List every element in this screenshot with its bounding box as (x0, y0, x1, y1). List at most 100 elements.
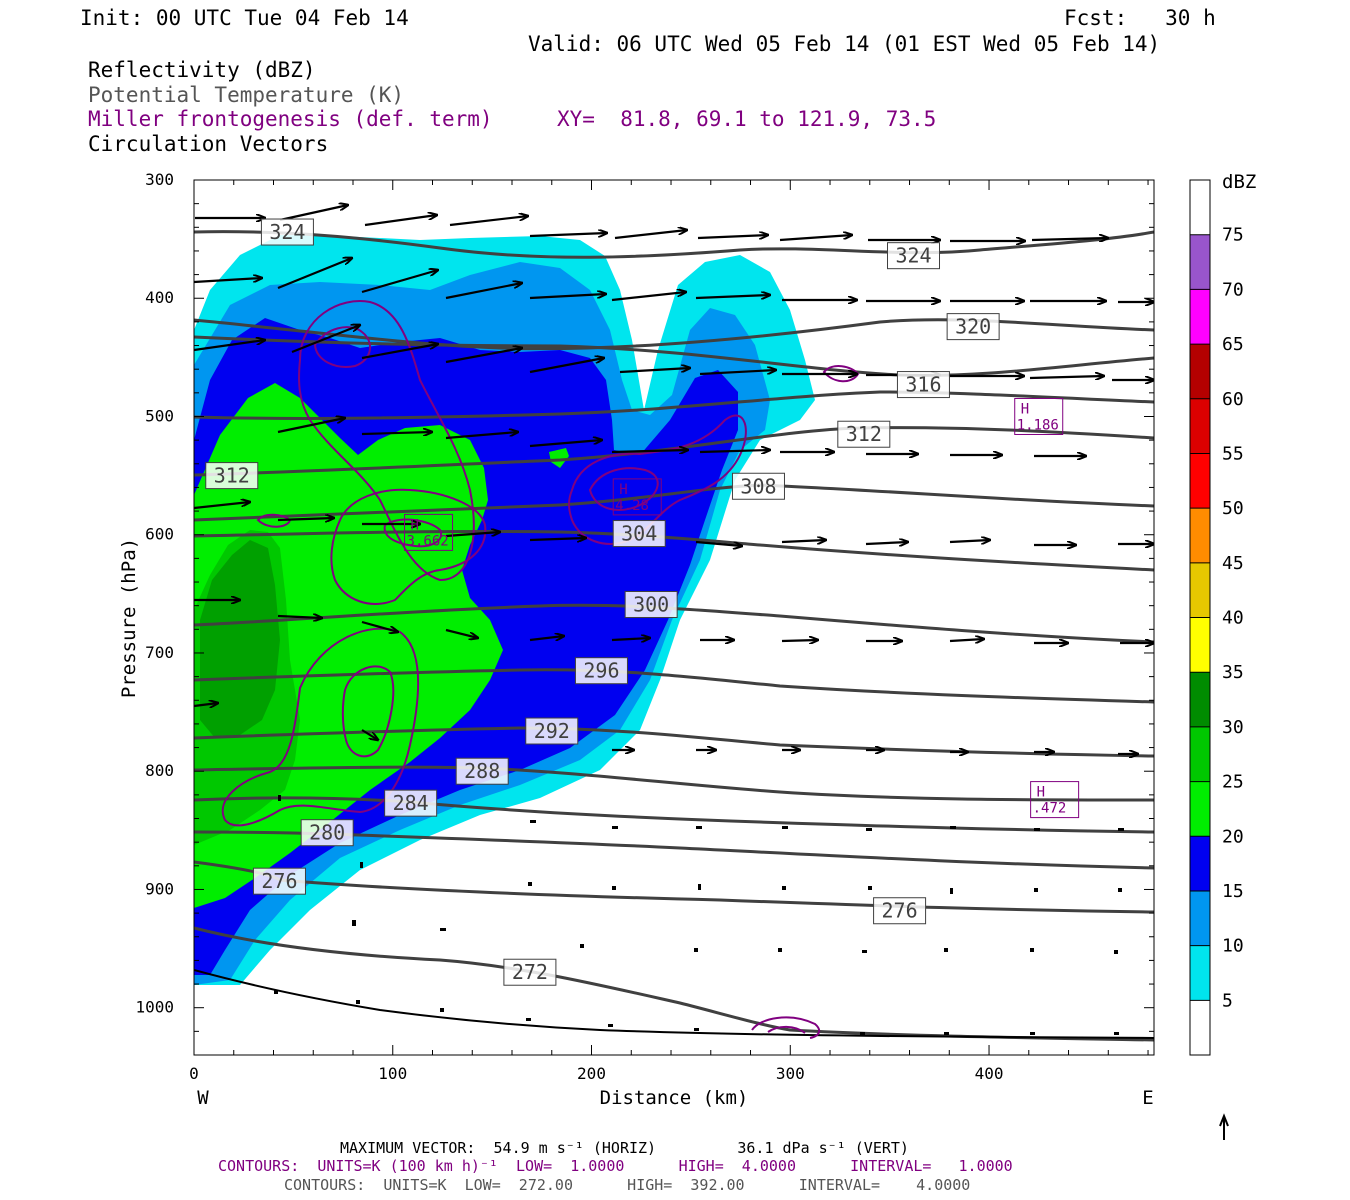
theta-label-box (837, 420, 891, 448)
vector (291, 325, 360, 354)
colorbar-level-label: 35 (1222, 662, 1244, 683)
theta-label: 276 (882, 899, 918, 923)
vector (865, 542, 908, 544)
x-tick-label: 100 (378, 1064, 407, 1083)
colorbar-level-label: 60 (1222, 389, 1244, 410)
field-reflectivity: Reflectivity (dBZ) (88, 58, 316, 82)
vector (611, 292, 686, 302)
vector (1031, 238, 1108, 240)
vector-stub (860, 1032, 865, 1035)
theta-label-box (624, 590, 678, 618)
x-axis-east-label: E (1142, 1087, 1153, 1109)
vector (611, 450, 688, 452)
vector-stub (528, 882, 532, 886)
vector (445, 532, 500, 538)
x-axis-title: Distance (km) (600, 1087, 749, 1109)
plot-frame (193, 179, 1155, 1056)
y-tick-label: 300 (145, 170, 174, 189)
vector (529, 538, 586, 540)
y-tick-label: 400 (145, 288, 174, 307)
vector-stub (696, 826, 702, 829)
colorbar-level-label: 50 (1222, 498, 1244, 519)
vector (279, 205, 348, 222)
x-axis-west-label: W (197, 1087, 209, 1109)
theta-label-box (946, 313, 1000, 341)
colorbar-title: dBZ (1222, 171, 1256, 193)
vector (194, 340, 265, 352)
field-frontogenesis: Miller frontogenesis (def. term) (88, 107, 493, 131)
fronto-contour-low-left-inner (341, 665, 395, 758)
theta-label: 324 (895, 244, 931, 268)
theta-288-contour (194, 765, 1154, 802)
theta-label-box (384, 789, 438, 817)
colorbar-segment (1190, 890, 1210, 946)
theta-label: 324 (269, 220, 305, 244)
theta-label: 308 (740, 474, 776, 498)
theta-label-box (300, 819, 354, 847)
fronto-max-box (1030, 781, 1080, 819)
vector (695, 540, 742, 546)
vector-stub (1030, 1032, 1035, 1035)
fronto-max-box (404, 513, 454, 551)
cross-section-xy: XY= 81.8, 69.1 to 121.9, 73.5 (557, 107, 937, 131)
fronto-contour-low-left (221, 627, 420, 827)
field-theta: Potential Temperature (K) (88, 83, 405, 107)
colorbar-segment (1190, 234, 1210, 290)
y-axis-title: Pressure (hPa) (118, 538, 140, 698)
vector-stub (360, 862, 363, 868)
theta-contour-info: CONTOURS: UNITS=K LOW= 272.00 HIGH= 392.… (284, 1176, 971, 1194)
vector (529, 636, 564, 642)
x-tick-label: 0 (189, 1064, 199, 1083)
frontogenesis-contours (221, 300, 860, 1039)
colorbar-segment (1190, 344, 1210, 399)
colorbar-segment (1190, 508, 1210, 563)
colorbar-level-label: 45 (1222, 553, 1244, 574)
x-tick-label: 400 (975, 1064, 1004, 1083)
fronto-max-value: 3.662 (407, 533, 449, 549)
x-axis: 0 100 200 300 400 (189, 180, 1149, 1083)
colorbar-level-label: 20 (1222, 826, 1244, 847)
theta-label: 280 (309, 821, 345, 845)
vector (194, 278, 262, 284)
vector (449, 216, 528, 227)
vector-stub (1118, 828, 1124, 831)
vector (949, 639, 984, 641)
vector-scale-legend (1219, 1113, 1229, 1140)
colorbar-level-label: 10 (1222, 936, 1244, 957)
vector (445, 348, 522, 364)
vector (529, 358, 604, 374)
small-vector-dots (274, 795, 1124, 1035)
colorbar-level-label: 40 (1222, 608, 1244, 629)
vector-stub (694, 1028, 699, 1031)
vector-stub (944, 948, 948, 952)
vector-stub (440, 928, 446, 931)
vector-stub (694, 948, 698, 952)
theta-292-contour (194, 726, 1154, 758)
colorbar-segment (1190, 672, 1210, 727)
vector (364, 215, 437, 227)
vector (361, 729, 378, 740)
fronto-contour-surface-inner (767, 1025, 806, 1034)
vector (781, 640, 818, 641)
vector-stub (526, 1018, 531, 1021)
vector (445, 628, 478, 638)
colorbar-segment (1190, 945, 1210, 1001)
theta-label-box (887, 242, 941, 270)
vector (529, 233, 607, 236)
dbz-30-region (200, 540, 280, 738)
theta-label-box (260, 218, 314, 246)
vector-stub (862, 950, 867, 953)
vector-stub (1114, 1032, 1119, 1035)
vector-stub (274, 990, 278, 994)
vector-stub (1114, 950, 1118, 954)
y-tick-label: 800 (145, 761, 174, 780)
fronto-contour-mid-left (330, 488, 487, 605)
theta-304-contour (194, 529, 1154, 572)
theta-312-upper-contour (194, 390, 1154, 420)
theta-label: 304 (621, 522, 657, 546)
frontogenesis-contour-info: CONTOURS: UNITS=K (100 km h)⁻¹ LOW= 1.00… (218, 1157, 1013, 1175)
vector (194, 502, 250, 510)
colorbar-segment (1190, 726, 1210, 782)
